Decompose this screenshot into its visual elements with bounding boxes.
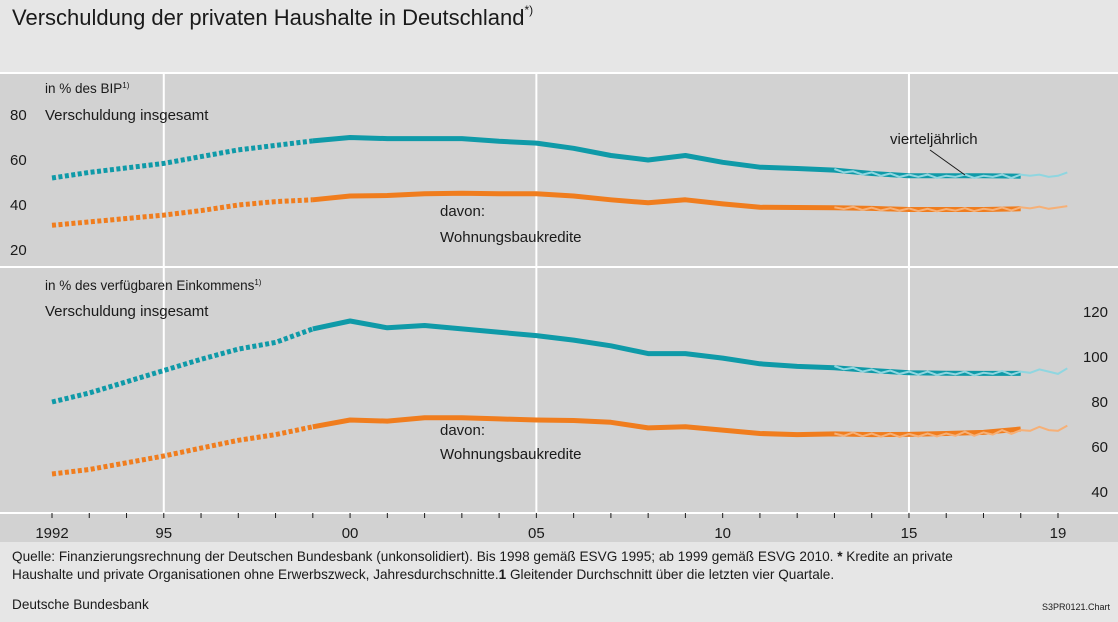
x-tick-label: 00 — [342, 525, 359, 542]
x-tick-label: 10 — [714, 525, 731, 542]
panel2-ytick-label: 80 — [1091, 394, 1108, 411]
panel2-quarterly-1 — [834, 424, 1068, 438]
panel1-ytick-label: 60 — [10, 152, 27, 169]
panel1-annotation: Wohnungsbaukredite — [440, 229, 582, 246]
footnote-one-marker: 1 — [498, 567, 507, 582]
source-text-2: Haushalte und private Organisationen ohn… — [12, 567, 499, 582]
chart-lines — [51, 135, 1068, 477]
chart-area: in % des BIP1) Verschuldung insgesamt da… — [0, 72, 1118, 542]
footnote-one-text: Gleitender Durchschnitt über die letzten… — [509, 567, 835, 582]
quarterly-label: vierteljährlich — [890, 131, 978, 148]
x-tick-label: 95 — [155, 525, 172, 542]
panel2-quarterly-0 — [834, 365, 1068, 377]
x-tick-label: 05 — [528, 525, 545, 542]
panel2-ytick-label: 40 — [1091, 484, 1108, 501]
source-line-2: Haushalte und private Organisationen ohn… — [12, 566, 1112, 584]
chart-title: Verschuldung der privaten Haushalte in D… — [12, 3, 534, 31]
chart-svg: in % des BIP1) Verschuldung insgesamt da… — [0, 72, 1118, 542]
panel1-quarterly-1 — [834, 205, 1068, 213]
footnote-star-text: Kredite an private — [846, 549, 953, 564]
panel1-series-0-dashed — [51, 138, 314, 181]
quarterly-label-pointer — [929, 149, 966, 176]
source-text: Quelle: Finanzierungsrechnung der Deutsc… — [12, 549, 834, 564]
panel2-unit-label: in % des verfügbaren Einkommens1) — [45, 278, 262, 293]
panel2-ytick-label: 100 — [1083, 349, 1108, 366]
panel1-annotation-prefix: davon: — [440, 203, 485, 220]
panel2-annotation: Wohnungsbaukredite — [440, 446, 582, 463]
panel2-ytick-label: 120 — [1083, 304, 1108, 321]
chart-labels: in % des BIP1) Verschuldung insgesamt da… — [45, 81, 978, 463]
title-footnote-marker: *) — [524, 3, 534, 17]
panel2-series-1-dashed — [51, 424, 314, 477]
panel2-ytick-label: 60 — [1091, 439, 1108, 456]
footer-notes: Quelle: Finanzierungsrechnung der Deutsc… — [12, 548, 1112, 584]
x-tick-label: 15 — [901, 525, 918, 542]
organisation: Deutsche Bundesbank — [12, 597, 149, 612]
chart-title-text: Verschuldung der privaten Haushalte in D… — [12, 5, 525, 30]
panel1-unit-label: in % des BIP1) — [45, 81, 130, 96]
title-bar: Verschuldung der privaten Haushalte in D… — [0, 0, 1118, 72]
panel2-series-label: Verschuldung insgesamt — [45, 303, 209, 320]
panel1-series-label: Verschuldung insgesamt — [45, 107, 209, 124]
x-tick-label: 19 — [1050, 525, 1067, 542]
axis-ticks: 20 40 60 80 40 60 80 100 120 1992 95 00 05 10 15 19 — [10, 107, 1108, 542]
panel2-series-1-solid — [312, 415, 1021, 438]
panel1-ytick-label: 40 — [10, 197, 27, 214]
x-tick-label: 1992 — [35, 525, 68, 542]
panel1-ytick-label: 20 — [10, 242, 27, 259]
source-line-1: Quelle: Finanzierungsrechnung der Deutsc… — [12, 548, 1112, 566]
panel1-quarterly-0 — [834, 168, 1068, 180]
panel2-annotation-prefix: davon: — [440, 422, 485, 439]
panel1-series-1-dashed — [51, 197, 313, 228]
footnote-star-marker: * — [837, 549, 843, 564]
chart-background — [0, 72, 1118, 542]
grid — [0, 72, 1118, 514]
panel1-ytick-label: 80 — [10, 107, 27, 124]
chart-id: S3PR0121.Chart — [1041, 602, 1110, 612]
